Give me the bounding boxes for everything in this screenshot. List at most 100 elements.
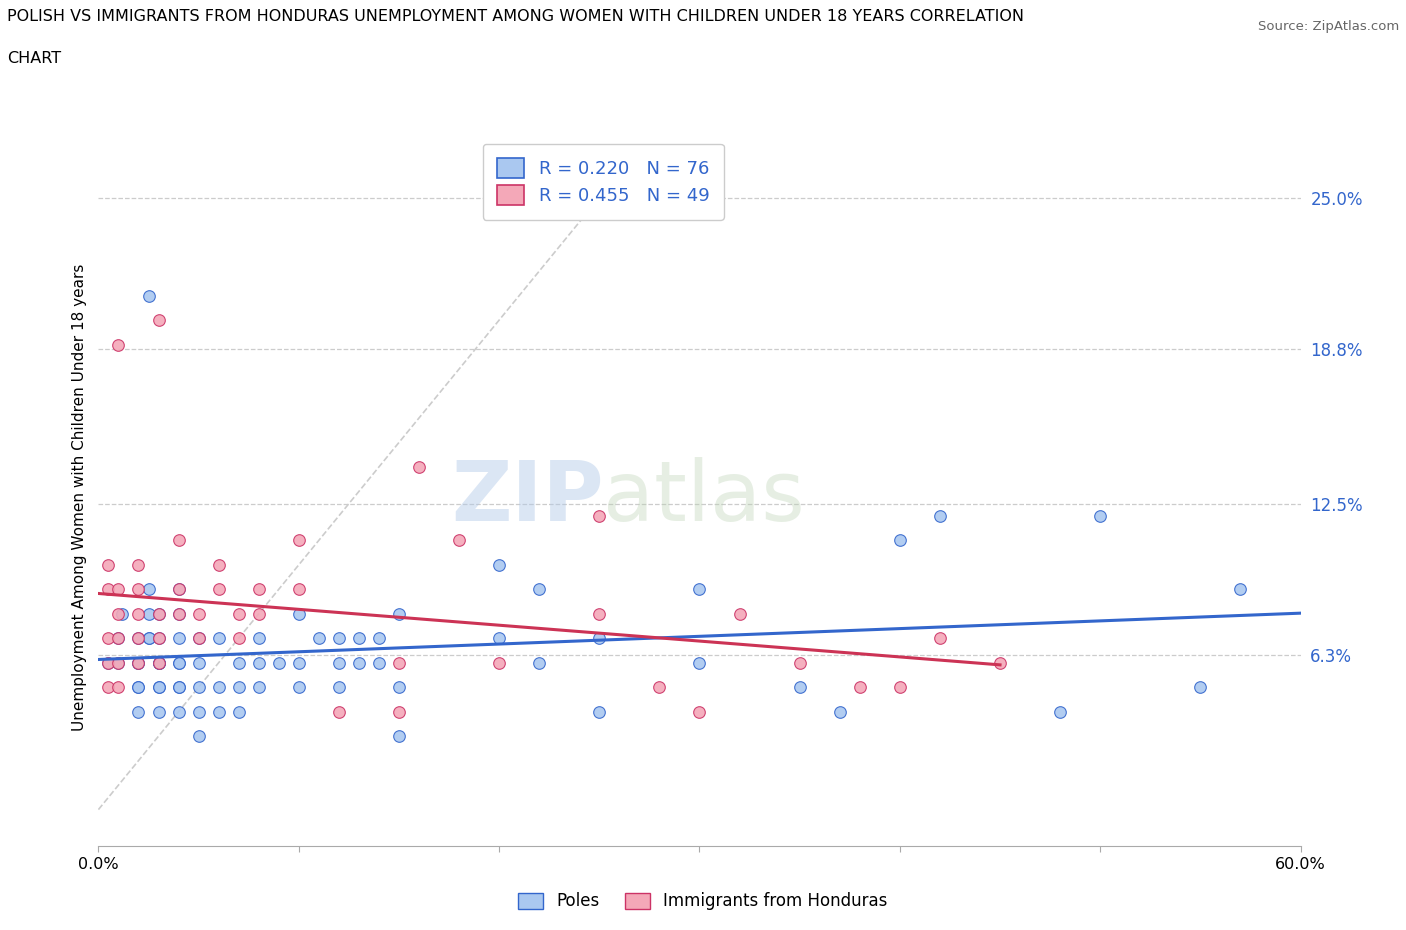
Point bbox=[107, 631, 129, 645]
Point bbox=[988, 656, 1011, 671]
Point bbox=[588, 606, 610, 621]
Point bbox=[889, 533, 911, 548]
Point bbox=[107, 338, 129, 352]
Point bbox=[1088, 509, 1111, 524]
Point bbox=[187, 656, 209, 671]
Point bbox=[167, 582, 190, 597]
Point bbox=[228, 631, 250, 645]
Point bbox=[148, 680, 170, 695]
Point bbox=[789, 680, 811, 695]
Point bbox=[347, 631, 370, 645]
Point bbox=[187, 631, 209, 645]
Point bbox=[128, 631, 150, 645]
Point bbox=[148, 606, 170, 621]
Point bbox=[107, 582, 129, 597]
Point bbox=[588, 509, 610, 524]
Point bbox=[148, 631, 170, 645]
Point bbox=[167, 606, 190, 621]
Point bbox=[167, 631, 190, 645]
Point bbox=[167, 680, 190, 695]
Text: Source: ZipAtlas.com: Source: ZipAtlas.com bbox=[1258, 20, 1399, 33]
Point bbox=[689, 704, 711, 719]
Point bbox=[128, 606, 150, 621]
Point bbox=[167, 656, 190, 671]
Point bbox=[148, 656, 170, 671]
Point bbox=[929, 631, 952, 645]
Point bbox=[167, 606, 190, 621]
Point bbox=[288, 606, 311, 621]
Point bbox=[328, 704, 350, 719]
Point bbox=[138, 631, 160, 645]
Point bbox=[889, 680, 911, 695]
Point bbox=[128, 680, 150, 695]
Point bbox=[97, 656, 120, 671]
Point bbox=[328, 680, 350, 695]
Point bbox=[247, 582, 270, 597]
Point bbox=[128, 631, 150, 645]
Point bbox=[187, 606, 209, 621]
Point bbox=[148, 656, 170, 671]
Point bbox=[488, 557, 510, 572]
Point bbox=[167, 533, 190, 548]
Point bbox=[488, 631, 510, 645]
Point bbox=[648, 680, 671, 695]
Point bbox=[128, 582, 150, 597]
Point bbox=[128, 656, 150, 671]
Point bbox=[1049, 704, 1071, 719]
Point bbox=[247, 631, 270, 645]
Point bbox=[187, 729, 209, 744]
Point bbox=[488, 656, 510, 671]
Point bbox=[408, 459, 430, 474]
Point bbox=[208, 557, 231, 572]
Y-axis label: Unemployment Among Women with Children Under 18 years: Unemployment Among Women with Children U… bbox=[72, 264, 87, 731]
Point bbox=[208, 631, 231, 645]
Point bbox=[529, 582, 551, 597]
Point bbox=[138, 582, 160, 597]
Point bbox=[107, 656, 129, 671]
Point bbox=[789, 656, 811, 671]
Point bbox=[588, 704, 610, 719]
Point bbox=[128, 680, 150, 695]
Point bbox=[208, 680, 231, 695]
Point bbox=[187, 704, 209, 719]
Point bbox=[588, 631, 610, 645]
Point bbox=[107, 656, 129, 671]
Point bbox=[148, 606, 170, 621]
Point bbox=[97, 557, 120, 572]
Point bbox=[208, 704, 231, 719]
Point bbox=[97, 656, 120, 671]
Point bbox=[347, 656, 370, 671]
Point bbox=[529, 656, 551, 671]
Point bbox=[388, 656, 411, 671]
Point bbox=[148, 704, 170, 719]
Text: ZIP: ZIP bbox=[451, 457, 603, 538]
Point bbox=[128, 557, 150, 572]
Point bbox=[288, 680, 311, 695]
Point bbox=[128, 704, 150, 719]
Point bbox=[228, 606, 250, 621]
Point bbox=[308, 631, 330, 645]
Point bbox=[388, 729, 411, 744]
Point bbox=[728, 606, 751, 621]
Point bbox=[1229, 582, 1251, 597]
Point bbox=[368, 631, 391, 645]
Point bbox=[167, 582, 190, 597]
Point bbox=[107, 631, 129, 645]
Point bbox=[388, 680, 411, 695]
Point bbox=[107, 680, 129, 695]
Point bbox=[689, 582, 711, 597]
Point bbox=[328, 656, 350, 671]
Point bbox=[97, 680, 120, 695]
Point bbox=[388, 704, 411, 719]
Point bbox=[148, 656, 170, 671]
Point bbox=[247, 606, 270, 621]
Point bbox=[689, 656, 711, 671]
Point bbox=[167, 680, 190, 695]
Point bbox=[128, 656, 150, 671]
Point bbox=[148, 312, 170, 327]
Point bbox=[97, 582, 120, 597]
Point bbox=[447, 533, 470, 548]
Point bbox=[247, 680, 270, 695]
Point bbox=[208, 582, 231, 597]
Text: POLISH VS IMMIGRANTS FROM HONDURAS UNEMPLOYMENT AMONG WOMEN WITH CHILDREN UNDER : POLISH VS IMMIGRANTS FROM HONDURAS UNEMP… bbox=[7, 9, 1024, 24]
